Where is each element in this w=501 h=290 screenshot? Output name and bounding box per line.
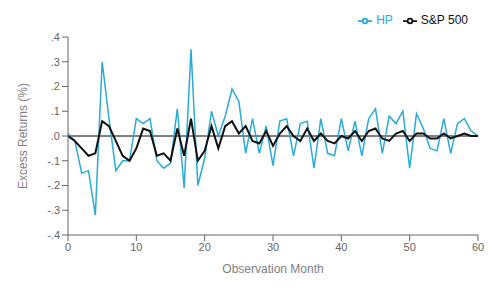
svg-text:40: 40	[335, 241, 347, 253]
svg-text:-.1: -.1	[47, 155, 60, 167]
svg-text:-.2: -.2	[47, 179, 60, 191]
svg-text:60: 60	[472, 241, 484, 253]
svg-text:-.3: -.3	[47, 204, 60, 216]
svg-text:30: 30	[267, 241, 279, 253]
svg-text:20: 20	[199, 241, 211, 253]
svg-text:Excess Returns (%): Excess Returns (%)	[16, 83, 30, 189]
svg-text:50: 50	[404, 241, 416, 253]
svg-text:.0: .0	[51, 130, 60, 142]
svg-text:Observation Month: Observation Month	[222, 262, 323, 276]
svg-text:0: 0	[65, 241, 71, 253]
html-text:S&P 500: S&P 500	[420, 13, 468, 27]
svg-text:.3: .3	[51, 56, 60, 68]
html-text:HP: HP	[376, 13, 393, 27]
svg-text:.2: .2	[51, 80, 60, 92]
svg-text:10: 10	[130, 241, 142, 253]
svg-text:.1: .1	[51, 105, 60, 117]
svg-text:-.4: -.4	[47, 229, 60, 241]
svg-text:.4: .4	[51, 31, 60, 43]
